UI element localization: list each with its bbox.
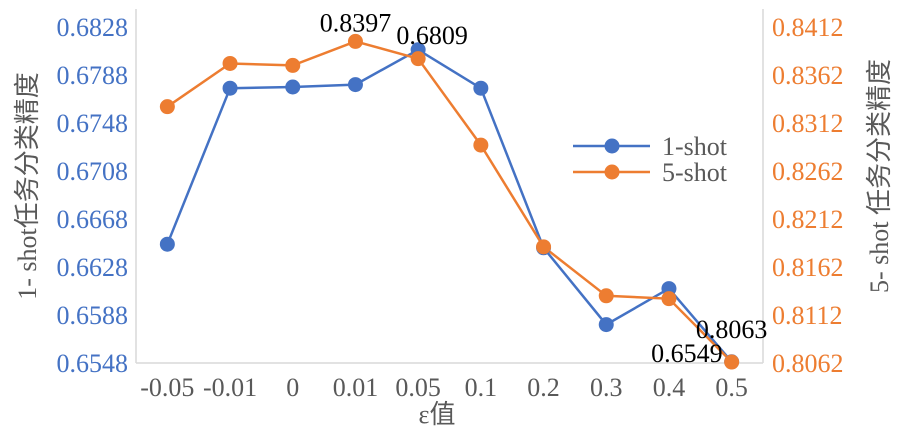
x-axis-title: ε值: [419, 400, 456, 429]
series-line-1-shot: [166, 48, 733, 363]
right-axis-ticks: 0.8062 0.8112 0.8162 0.8212 0.8262 0.8312 0.83…: [772, 13, 844, 378]
right-tick-label: 0.8112: [772, 301, 843, 330]
x-tick-label: 0: [286, 373, 299, 402]
legend-label-1-shot: 1-shot: [662, 132, 728, 161]
legend-item-1-shot: 1-shot: [573, 132, 728, 161]
x-axis-ticks: -0.05 -0.01 0 0.01 0.05 0.1 0.2 0.3 0.4 0.5: [140, 373, 748, 402]
x-tick-label: 0.05: [395, 373, 441, 402]
point-1-shot: [347, 77, 363, 93]
right-tick-label: 0.8162: [772, 253, 844, 282]
left-tick-label: 0.6628: [57, 253, 129, 282]
x-tick-label: 0.5: [715, 373, 748, 402]
legend-label-5-shot: 5-shot: [662, 158, 728, 187]
point-1-shot: [222, 80, 238, 96]
x-tick-label: -0.05: [140, 373, 194, 402]
left-tick-label: 0.6588: [57, 301, 129, 330]
left-tick-label: 0.6748: [57, 109, 129, 138]
point-1-shot: [598, 317, 614, 333]
right-tick-label: 0.8412: [772, 13, 844, 42]
x-tick-label: 0.2: [527, 373, 560, 402]
left-axis-ticks: 0.6548 0.6588 0.6628 0.6668 0.6708 0.6748 0.67…: [57, 13, 129, 378]
x-tick-label: -0.01: [203, 373, 257, 402]
data-label: 0.6549: [651, 339, 723, 368]
x-tick-label: 0.3: [590, 373, 623, 402]
point-5-shot: [285, 57, 301, 73]
point-5-shot: [724, 354, 740, 370]
left-tick-label: 0.6668: [57, 205, 129, 234]
point-1-shot: [159, 236, 175, 252]
point-5-shot: [222, 55, 238, 71]
left-tick-label: 0.6548: [57, 349, 129, 378]
right-axis-title: 5- shot 任务分类精度: [865, 59, 894, 293]
legend-marker-5-shot: [604, 164, 620, 180]
point-1-shot: [473, 80, 489, 96]
legend-marker-1-shot: [604, 138, 620, 154]
data-label: 0.6809: [396, 21, 468, 50]
legend-item-5-shot: 5-shot: [573, 158, 728, 187]
point-5-shot: [473, 137, 489, 153]
right-tick-label: 0.8062: [772, 349, 844, 378]
axes: [135, 9, 764, 364]
point-5-shot: [410, 51, 426, 67]
left-tick-label: 0.6828: [57, 13, 129, 42]
right-tick-label: 0.8262: [772, 157, 844, 186]
left-tick-label: 0.6788: [57, 61, 129, 90]
point-1-shot: [285, 79, 301, 95]
left-axis-title: 1- shot任务分类精度: [13, 72, 42, 300]
right-tick-label: 0.8212: [772, 205, 844, 234]
data-label: 0.8063: [696, 315, 768, 344]
point-5-shot: [159, 99, 175, 115]
point-5-shot: [536, 239, 552, 255]
left-tick-label: 0.6708: [57, 157, 129, 186]
series: [159, 33, 740, 370]
point-5-shot: [661, 291, 677, 307]
point-5-shot: [347, 33, 363, 49]
series-line-5-shot: [166, 40, 733, 363]
right-tick-label: 0.8362: [772, 61, 844, 90]
x-tick-label: 0.4: [653, 373, 686, 402]
x-tick-label: 0.1: [465, 373, 498, 402]
point-5-shot: [598, 288, 614, 304]
legend: 1-shot 5-shot: [573, 132, 728, 187]
x-tick-label: 0.01: [333, 373, 379, 402]
data-label: 0.8397: [320, 8, 392, 37]
right-tick-label: 0.8312: [772, 109, 844, 138]
